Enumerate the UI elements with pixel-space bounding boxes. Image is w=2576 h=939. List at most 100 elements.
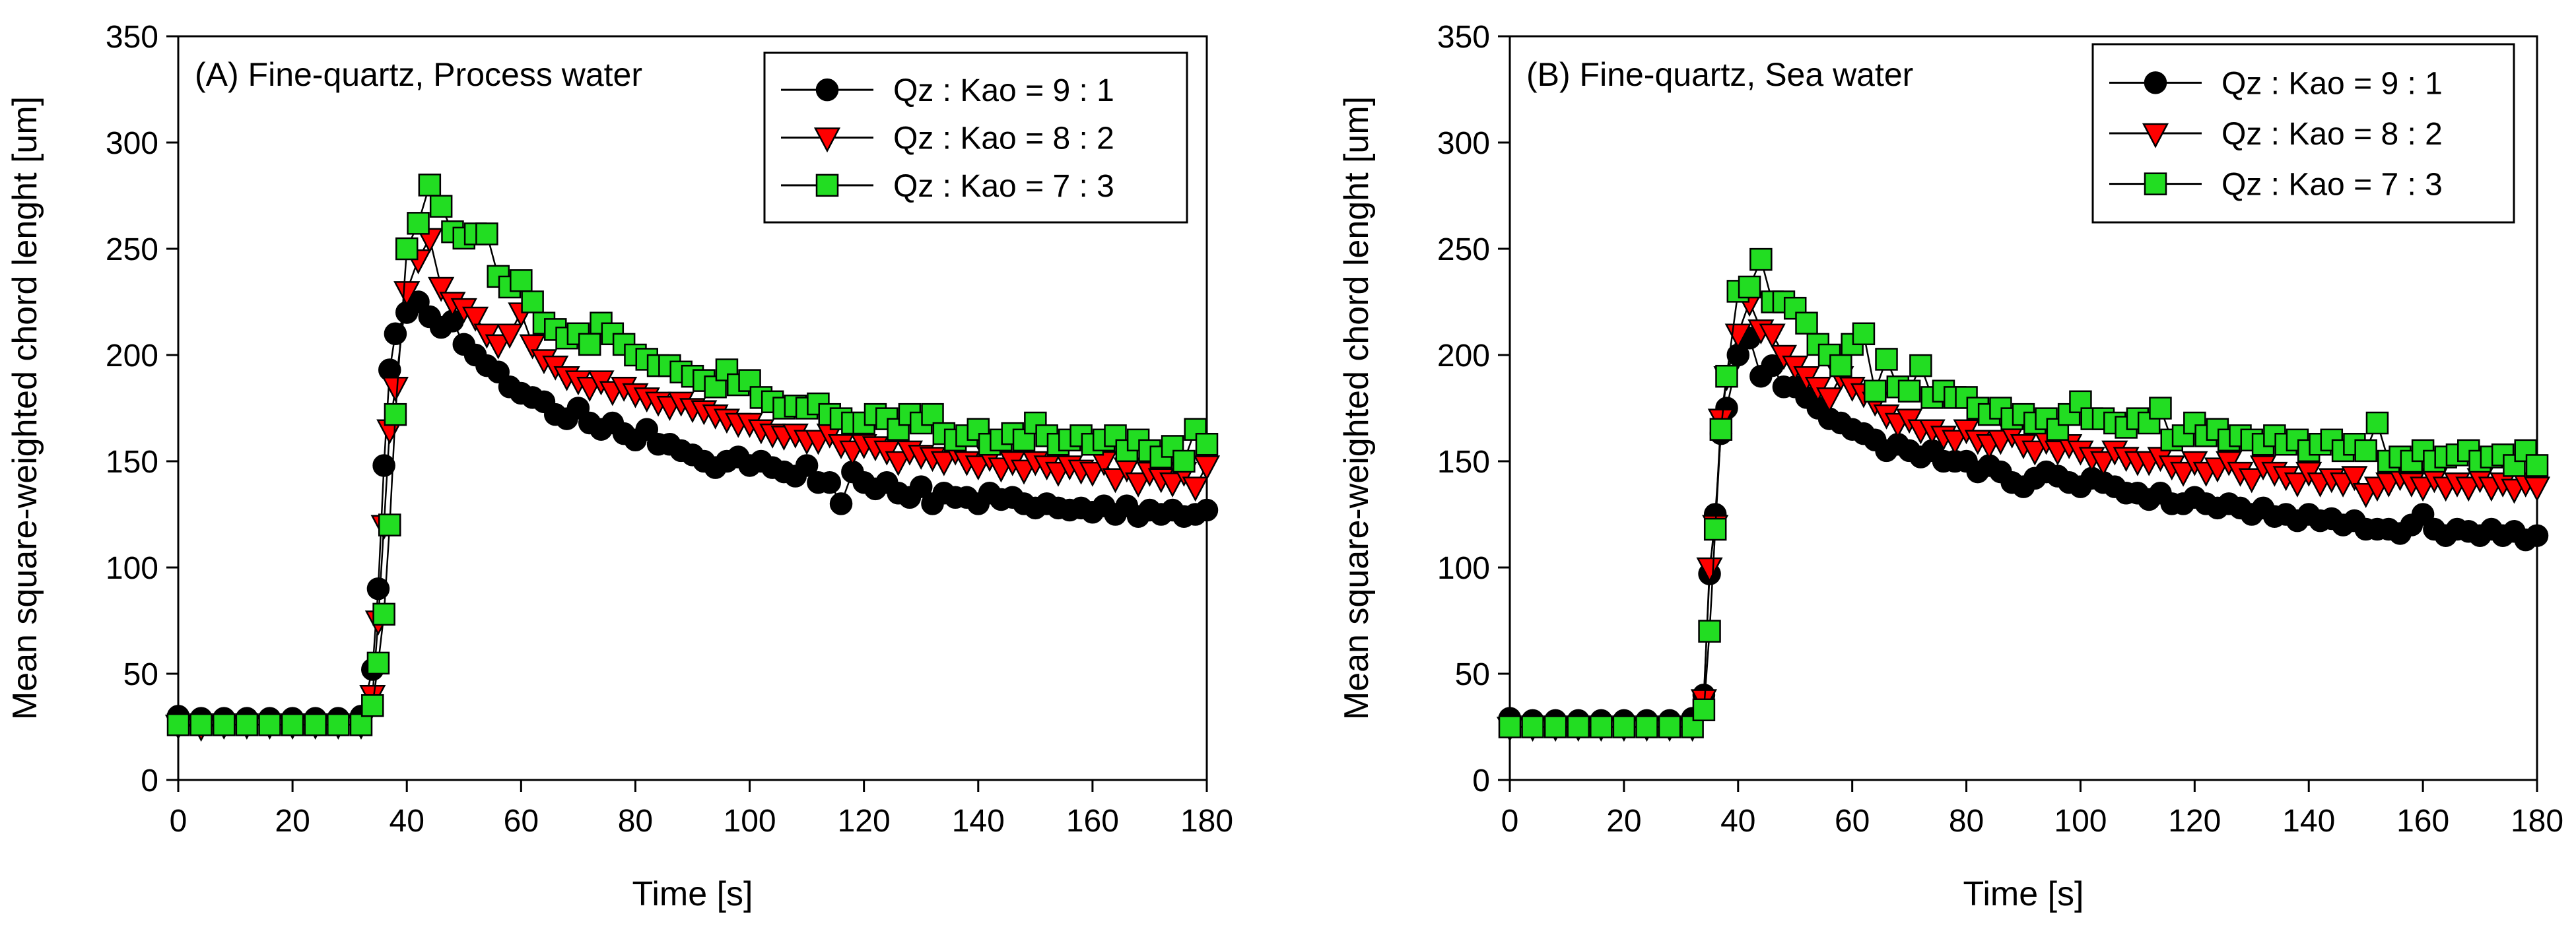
data-point bbox=[462, 306, 489, 332]
x-tick-label: 20 bbox=[275, 804, 310, 839]
data-point bbox=[2523, 476, 2551, 502]
y-tick-label: 350 bbox=[106, 20, 158, 55]
data-point bbox=[510, 269, 533, 292]
plot-frame bbox=[177, 35, 1208, 781]
data-point bbox=[366, 577, 390, 600]
data-point bbox=[1658, 715, 1681, 738]
data-point bbox=[829, 492, 853, 515]
chart-panel-a: 0 50 100 150 200 250 300 350 0 20 40 60 80 100 120 140 1… bbox=[6, 20, 1233, 913]
data-point bbox=[1816, 387, 1843, 413]
x-tick-label: 100 bbox=[2054, 804, 2107, 839]
data-point bbox=[1567, 715, 1590, 738]
data-point bbox=[1521, 715, 1544, 738]
data-point bbox=[2365, 411, 2389, 435]
data-point bbox=[384, 403, 407, 426]
legend-label: Qz : Kao = 9 : 1 bbox=[2221, 66, 2443, 101]
series-line bbox=[1510, 300, 2538, 728]
x-tick-label: 120 bbox=[838, 804, 891, 839]
data-point bbox=[2525, 524, 2549, 547]
x-tick-label: 160 bbox=[2396, 804, 2449, 839]
data-point bbox=[2455, 476, 2482, 502]
x-tick-label: 180 bbox=[2511, 804, 2563, 839]
y-axis-title: Mean square-weighted chord lenght [um] bbox=[6, 96, 44, 720]
x-tick-label: 0 bbox=[170, 804, 187, 839]
data-point bbox=[1159, 472, 1186, 498]
data-point bbox=[2089, 451, 2117, 476]
y-tick-label: 100 bbox=[106, 551, 158, 586]
plot-frame bbox=[1508, 35, 2538, 781]
data-point bbox=[1863, 379, 1887, 403]
data-point bbox=[189, 713, 213, 736]
data-point bbox=[1612, 715, 1636, 738]
legend-marker bbox=[2144, 172, 2167, 195]
data-point bbox=[407, 212, 430, 235]
y-tick-label: 150 bbox=[1437, 445, 1490, 480]
data-point bbox=[2341, 466, 2368, 492]
data-point bbox=[738, 369, 761, 392]
legend-label: Qz : Kao = 9 : 1 bbox=[893, 73, 1114, 108]
x-axis-title: Time [s] bbox=[1963, 875, 2084, 913]
x-tick-label: 120 bbox=[2168, 804, 2221, 839]
data-point bbox=[2354, 439, 2377, 463]
data-point bbox=[1091, 451, 1118, 476]
data-point bbox=[1875, 348, 1898, 371]
data-point bbox=[1125, 472, 1152, 498]
data-point bbox=[1543, 715, 1567, 738]
series-square bbox=[166, 174, 1219, 736]
data-point bbox=[1696, 557, 1723, 583]
data-point bbox=[418, 174, 442, 197]
data-point bbox=[382, 377, 409, 402]
data-point bbox=[366, 651, 390, 675]
y-tick-label: 50 bbox=[123, 657, 158, 692]
data-point bbox=[1010, 459, 1038, 485]
y-tick-label: 250 bbox=[1437, 232, 1490, 267]
data-point bbox=[1852, 322, 1876, 346]
series-square bbox=[1498, 247, 2549, 738]
data-point bbox=[395, 237, 419, 261]
data-point bbox=[1635, 715, 1658, 738]
legend-label: Qz : Kao = 7 : 3 bbox=[2221, 168, 2443, 203]
data-point bbox=[1195, 498, 1219, 522]
y-tick-label: 0 bbox=[1472, 763, 1490, 798]
series-triangle-down bbox=[164, 228, 1221, 742]
series-line bbox=[178, 236, 1208, 728]
data-point bbox=[372, 454, 395, 477]
data-point bbox=[496, 323, 524, 349]
y-tick-label: 300 bbox=[106, 126, 158, 161]
y-tick-label: 200 bbox=[1437, 339, 1490, 373]
data-point bbox=[2238, 468, 2265, 494]
x-tick-label: 0 bbox=[1501, 804, 1519, 839]
data-point bbox=[361, 694, 384, 717]
x-tick-label: 160 bbox=[1066, 804, 1119, 839]
data-point bbox=[378, 513, 401, 536]
data-point bbox=[1698, 620, 1721, 643]
data-point bbox=[1759, 323, 1786, 349]
panel-title: (B) Fine-quartz, Sea water bbox=[1526, 56, 1913, 93]
data-point bbox=[1079, 461, 1106, 487]
data-point bbox=[635, 418, 659, 441]
data-point bbox=[521, 290, 544, 313]
data-point bbox=[2149, 397, 2172, 420]
x-tick-label: 40 bbox=[390, 804, 424, 839]
data-point bbox=[349, 713, 373, 736]
legend-marker bbox=[815, 174, 839, 197]
series-triangle-down bbox=[1496, 292, 2551, 742]
legend-label: Qz : Kao = 7 : 3 bbox=[893, 169, 1114, 204]
data-point bbox=[566, 397, 590, 420]
x-tick-label: 180 bbox=[1180, 804, 1233, 839]
data-point bbox=[281, 713, 304, 736]
data-point bbox=[1590, 715, 1613, 738]
data-point bbox=[1942, 430, 1969, 455]
data-point bbox=[1681, 715, 1704, 738]
data-point bbox=[1692, 698, 1716, 721]
x-tick-label: 60 bbox=[504, 804, 539, 839]
data-point bbox=[909, 475, 933, 498]
data-point bbox=[519, 334, 546, 360]
legend-marker bbox=[815, 78, 839, 102]
panel-title: (A) Fine-quartz, Process water bbox=[195, 56, 642, 93]
y-tick-label: 350 bbox=[1437, 20, 1490, 55]
y-tick-label: 100 bbox=[1437, 551, 1490, 586]
data-point bbox=[1909, 354, 1932, 377]
legend-marker bbox=[2144, 71, 2167, 94]
